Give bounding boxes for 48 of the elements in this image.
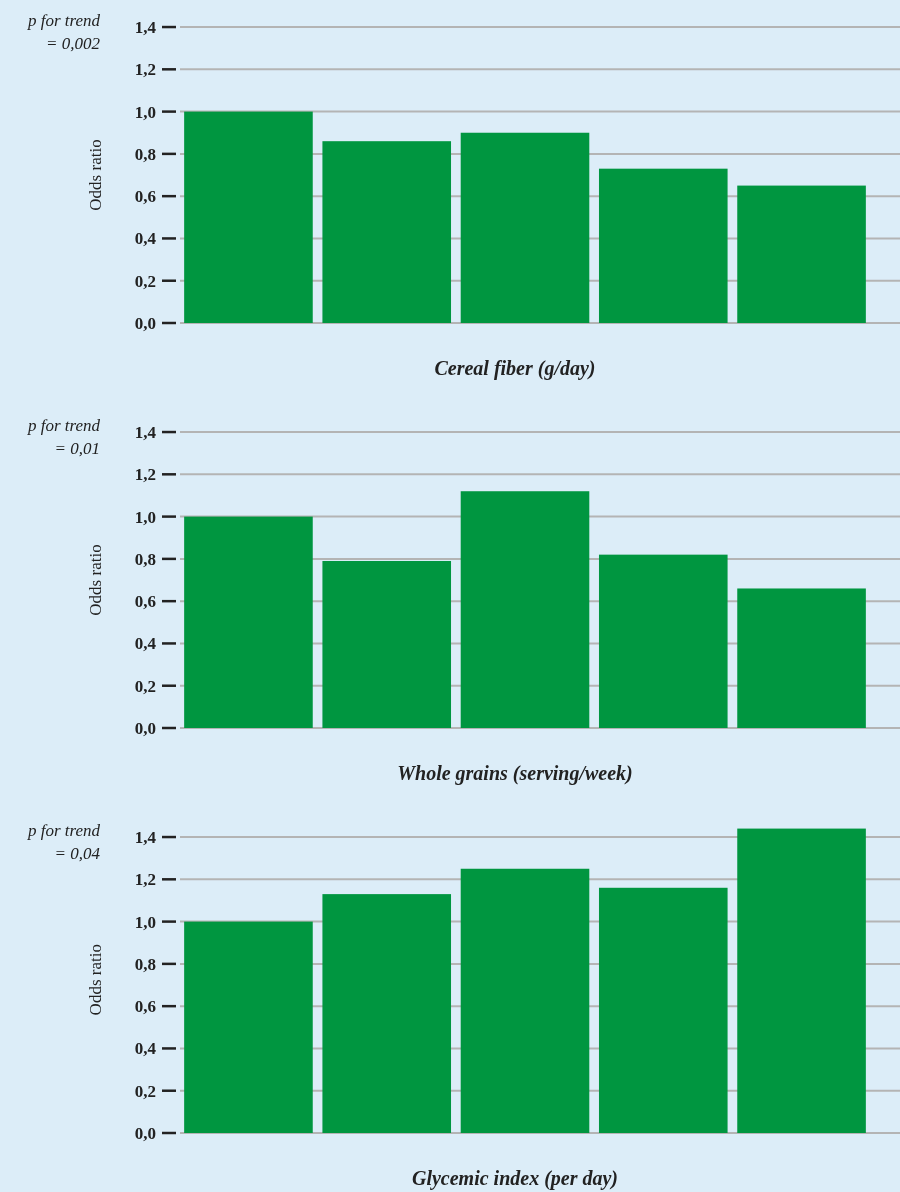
y-tick-label: 0,2 — [134, 676, 156, 696]
y-tick-label: 0,4 — [134, 1039, 157, 1059]
x-axis-title: Glycemic index (per day) — [411, 1167, 619, 1190]
y-tick-label: 1,0 — [134, 102, 156, 122]
y-tick-label: 0,0 — [134, 313, 156, 333]
y-tick-label: 1,4 — [134, 17, 157, 37]
y-tick-label: 0,0 — [134, 718, 156, 738]
y-axis-title: Odds ratio — [86, 944, 105, 1016]
y-tick-label: 1,0 — [134, 507, 156, 527]
bar — [322, 894, 452, 1133]
text: p for trend = 0,04 — [26, 821, 101, 863]
y-tick-label: 0,2 — [134, 1081, 156, 1101]
y-tick-label: 1,2 — [134, 60, 156, 80]
bar — [598, 554, 728, 728]
y-tick-label: 0,8 — [134, 954, 156, 974]
x-axis-title: Whole grains (serving/week) — [397, 762, 633, 785]
y-tick-label: 0,4 — [134, 634, 157, 654]
y-tick-label: 0,0 — [134, 1123, 156, 1143]
bar — [737, 588, 866, 728]
bar — [184, 111, 313, 323]
bar — [737, 185, 866, 323]
y-tick-label: 0,6 — [134, 187, 156, 207]
text: p for trend = 0,01 — [26, 416, 101, 458]
bar — [598, 887, 728, 1133]
bar — [460, 132, 590, 323]
text: p for trend = 0,002 — [26, 11, 101, 53]
y-tick-label: 1,2 — [134, 870, 156, 890]
y-tick-label: 1,4 — [134, 422, 157, 442]
bar — [184, 516, 313, 728]
y-tick-label: 0,4 — [134, 229, 157, 249]
y-tick-label: 0,8 — [134, 549, 156, 569]
y-tick-label: 1,0 — [134, 912, 156, 932]
bar — [184, 921, 313, 1133]
y-tick-label: 0,2 — [134, 271, 156, 291]
bar — [322, 560, 452, 728]
x-axis-title: Cereal fiber (g/day) — [434, 357, 596, 380]
bar — [460, 868, 590, 1133]
y-axis-title: Odds ratio — [86, 544, 105, 616]
y-axis-title: Odds ratio — [86, 139, 105, 211]
y-tick-label: 0,6 — [134, 997, 156, 1017]
y-tick-label: 1,4 — [134, 827, 157, 847]
y-tick-label: 0,8 — [134, 144, 156, 164]
y-tick-label: 0,6 — [134, 592, 156, 612]
y-tick-label: 1,2 — [134, 465, 156, 485]
bar — [322, 141, 452, 323]
bar — [598, 168, 728, 323]
bar — [460, 491, 590, 728]
bar — [737, 828, 866, 1133]
